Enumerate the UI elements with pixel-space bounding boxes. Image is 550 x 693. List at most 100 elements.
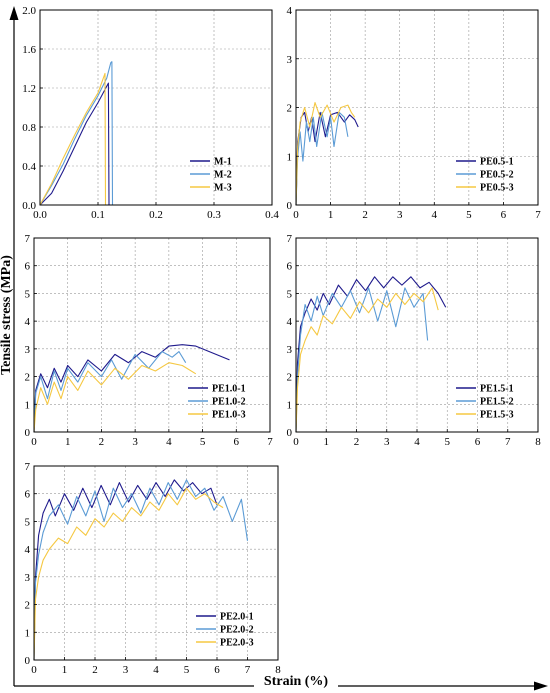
legend-label-pe2-0-1: PE2.0-1 (220, 612, 254, 623)
x-tick-label: 6 (501, 209, 507, 221)
y-tick-label: 0.8 (22, 122, 36, 134)
y-tick-label: 4 (25, 544, 31, 556)
x-tick-label: 3 (397, 209, 403, 221)
x-tick-label: 6 (475, 436, 481, 448)
panel-m: 0.0 0.1 0.2 0.3 0.4 0.0 0.4 0.8 1.2 1.6 2.0 M-1 M-2 M… (22, 5, 279, 221)
x-tick-label: 1 (324, 436, 330, 448)
x-tick-label: 7 (535, 209, 541, 221)
x-tick-label: 0.0 (33, 209, 47, 221)
x-tick-label: 2 (354, 436, 360, 448)
legend-label-pe1-5-3: PE1.5-3 (480, 410, 514, 421)
x-tick-label: 4 (414, 436, 420, 448)
x-tick-label: 7 (505, 436, 511, 448)
legend-label-pe0-5-2: PE0.5-2 (480, 170, 514, 181)
legend-label-pe2-0-3: PE2.0-3 (220, 638, 254, 649)
legend-label-pe1-5-1: PE1.5-1 (480, 384, 514, 395)
y-tick-label: 3 (25, 572, 31, 584)
y-tick-label: 5 (25, 288, 31, 300)
legend-label-pe1-0-2: PE1.0-2 (212, 397, 246, 408)
y-tick-label: 3 (287, 344, 293, 356)
series-line-pe2-0-2 (33, 479, 249, 661)
y-tick-label: 1 (25, 627, 31, 639)
x-tick-label: 4 (166, 436, 172, 448)
x-tick-label: 2 (362, 209, 368, 221)
x-tick-label: 7 (245, 664, 251, 676)
series-line-pe1-5-3 (295, 287, 439, 433)
y-tick-label: 1.6 (22, 44, 36, 56)
panel-pe1-5: 0 1 2 3 4 5 6 7 8 0 1 2 3 4 5 6 7 PE1.5-1 PE1.5-2 PE1.5-3 (287, 233, 542, 448)
legend-label-pe0-5-3: PE0.5-3 (480, 183, 514, 194)
y-tick-label: 6 (287, 261, 293, 273)
x-tick-label: 1 (328, 209, 334, 221)
panel-pe0-5: 0 1 2 3 4 5 6 7 0 1 2 3 4 PE0.5-1 PE0.5-2 PE0.5-3 (287, 5, 542, 221)
y-tick-label: 3 (25, 344, 31, 356)
series-line-pe1-0-3 (33, 362, 197, 433)
y-tick-label: 2 (25, 600, 31, 612)
y-tick-label: 7 (25, 461, 31, 473)
series-line-pe1-5-2 (295, 287, 429, 433)
y-tick-label: 2 (287, 372, 293, 384)
x-tick-label: 5 (466, 209, 472, 221)
legend-label-m-2: M-2 (214, 170, 232, 181)
y-tick-label: 7 (25, 233, 31, 245)
y-tick-label: 0 (287, 427, 293, 439)
x-tick-label: 1 (65, 436, 71, 448)
x-tick-label: 7 (267, 436, 273, 448)
x-tick-label: 0 (293, 436, 299, 448)
x-tick-label: 2 (92, 664, 98, 676)
x-tick-label: 1 (62, 664, 68, 676)
x-tick-label: 8 (275, 664, 281, 676)
legend-label-m-3: M-3 (214, 183, 232, 194)
series-line-pe0-5-2 (295, 111, 349, 206)
y-tick-label: 0 (25, 655, 31, 667)
panel-pe1-0: 0 1 2 3 4 5 6 7 0 1 2 3 4 5 6 7 PE1.0-1 PE1.0-2 PE1.0-3 (25, 233, 274, 448)
y-tick-label: 0.4 (22, 161, 36, 173)
x-axis-title-backdrop (254, 672, 338, 690)
x-tick-label: 0.4 (265, 209, 279, 221)
x-tick-label: 5 (200, 436, 206, 448)
x-tick-label: 6 (214, 664, 220, 676)
legend-label-pe0-5-1: PE0.5-1 (480, 157, 514, 168)
x-tick-label: 3 (132, 436, 138, 448)
x-tick-label: 3 (384, 436, 390, 448)
legend-label-pe2-0-2: PE2.0-2 (220, 625, 254, 636)
plot-area (34, 238, 270, 432)
y-axis-title: Tensile stress (MPa) (0, 255, 14, 375)
x-tick-label: 4 (153, 664, 159, 676)
x-tick-label: 0.1 (91, 209, 105, 221)
x-tick-label: 3 (123, 664, 129, 676)
y-tick-label: 0 (25, 427, 31, 439)
y-tick-label: 2 (25, 372, 31, 384)
x-tick-label: 0 (31, 664, 37, 676)
series-line-m-1 (39, 82, 110, 206)
x-tick-label: 0.3 (207, 209, 221, 221)
y-tick-label: 3 (287, 54, 293, 66)
series-line-pe0-5-3 (295, 102, 356, 206)
series-line-m-3 (39, 72, 107, 206)
legend-label-pe1-0-3: PE1.0-3 (212, 410, 246, 421)
series-line-m-2 (39, 61, 114, 206)
series-line-pe2-0-3 (33, 487, 224, 661)
x-tick-label: 5 (445, 436, 451, 448)
y-tick-label: 2.0 (22, 5, 36, 17)
series-line-pe2-0-1 (33, 479, 218, 661)
y-tick-label: 0 (287, 200, 293, 212)
y-tick-label: 7 (287, 233, 293, 245)
x-tick-label: 0 (31, 436, 37, 448)
y-tick-label: 4 (287, 5, 293, 17)
x-tick-label: 0.2 (149, 209, 163, 221)
y-tick-label: 2 (287, 103, 293, 115)
y-tick-label: 1 (287, 399, 293, 411)
x-tick-label: 4 (432, 209, 438, 221)
y-tick-label: 4 (25, 316, 31, 328)
y-tick-label: 1 (25, 399, 31, 411)
y-tick-label: 4 (287, 316, 293, 328)
y-tick-label: 5 (287, 288, 293, 300)
series-line-pe1-5-1 (295, 276, 447, 433)
y-tick-label: 6 (25, 489, 31, 501)
x-axis-title: Strain (%) (264, 674, 329, 689)
x-tick-label: 2 (99, 436, 105, 448)
x-tick-label: 8 (535, 436, 541, 448)
y-tick-label: 0.0 (22, 200, 36, 212)
y-tick-label: 1 (287, 151, 293, 163)
